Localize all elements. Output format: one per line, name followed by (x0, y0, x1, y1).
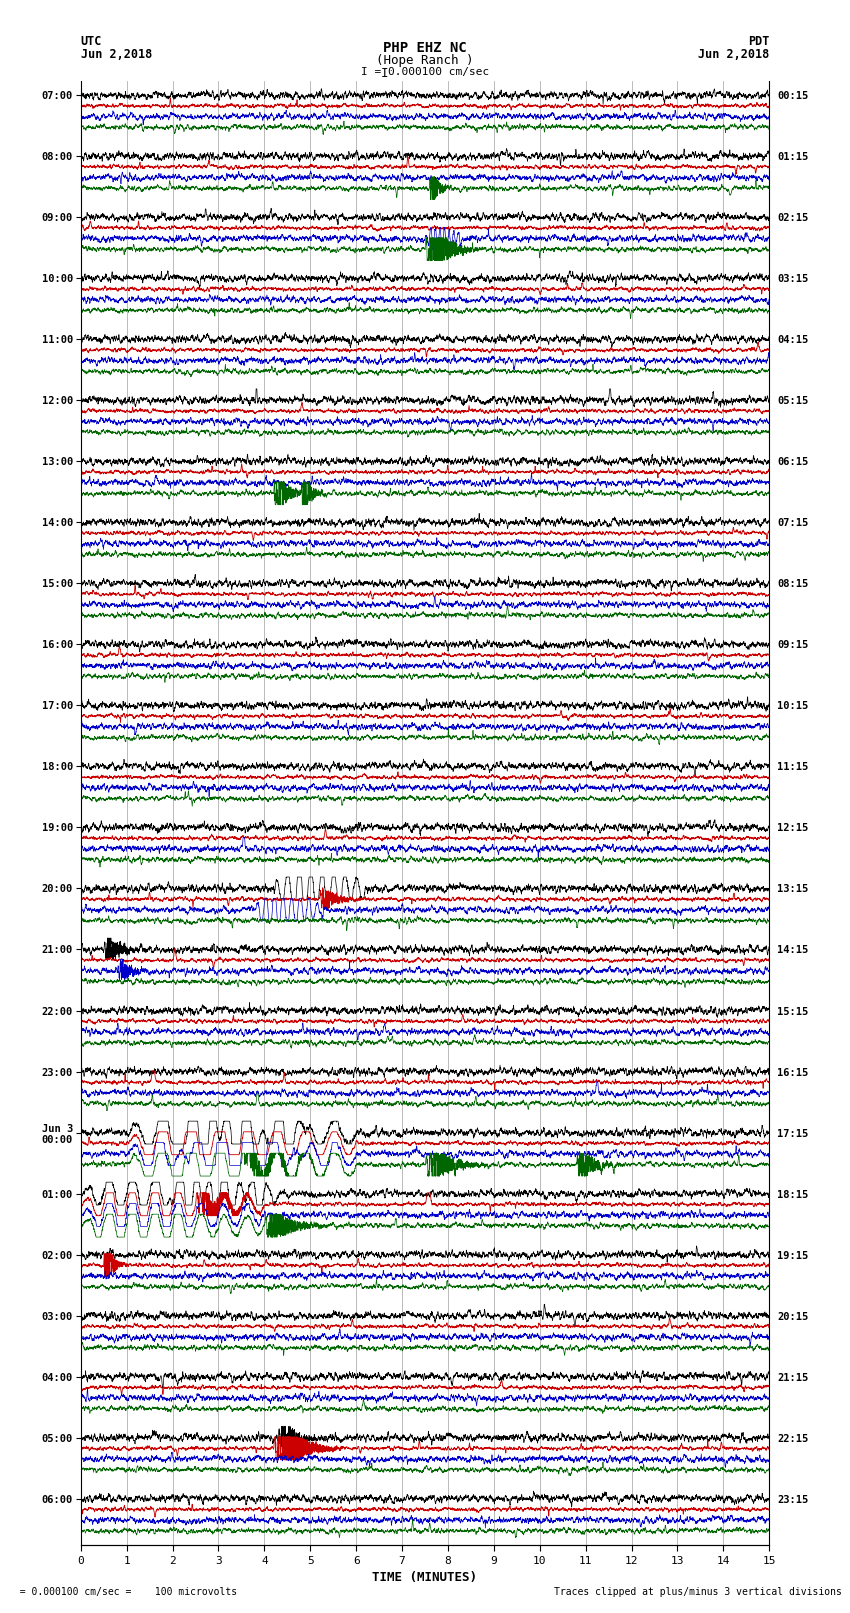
Text: PDT: PDT (748, 35, 769, 48)
Text: UTC: UTC (81, 35, 102, 48)
Text: = 0.000100 cm/sec =    100 microvolts: = 0.000100 cm/sec = 100 microvolts (8, 1587, 238, 1597)
X-axis label: TIME (MINUTES): TIME (MINUTES) (372, 1571, 478, 1584)
Text: Traces clipped at plus/minus 3 vertical divisions: Traces clipped at plus/minus 3 vertical … (553, 1587, 842, 1597)
Text: Jun 2,2018: Jun 2,2018 (81, 48, 152, 61)
Text: Jun 2,2018: Jun 2,2018 (698, 48, 769, 61)
Text: I = 0.000100 cm/sec: I = 0.000100 cm/sec (361, 66, 489, 77)
Text: (Hope Ranch ): (Hope Ranch ) (377, 53, 473, 68)
Text: PHP EHZ NC: PHP EHZ NC (383, 40, 467, 55)
Text: I: I (381, 66, 388, 81)
